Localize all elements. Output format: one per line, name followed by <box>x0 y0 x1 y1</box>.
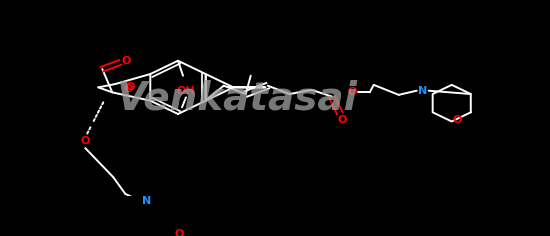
Text: O: O <box>174 229 184 236</box>
Text: O: O <box>452 115 461 125</box>
Text: O: O <box>81 136 90 147</box>
Text: O: O <box>122 56 131 66</box>
Text: O: O <box>347 87 356 97</box>
Text: O: O <box>337 115 346 125</box>
Text: N: N <box>142 195 151 206</box>
Text: N: N <box>418 86 427 96</box>
Text: O: O <box>125 82 135 92</box>
Text: O: O <box>124 84 133 94</box>
Text: Venkatasai: Venkatasai <box>116 79 357 117</box>
Text: OH: OH <box>177 86 195 96</box>
